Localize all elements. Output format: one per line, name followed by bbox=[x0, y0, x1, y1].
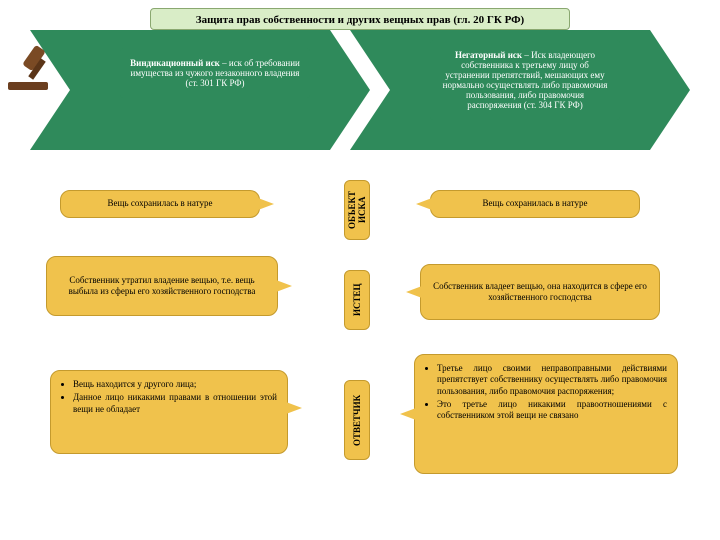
tag-plaintiff: ИСТЕЦ bbox=[344, 270, 370, 330]
bubble-plaintiff-left: Собственник утратил владение вещью, т.е.… bbox=[46, 256, 278, 316]
tail-obj-right bbox=[416, 198, 432, 210]
bubble-object-left: Вещь сохранилась в натуре bbox=[60, 190, 260, 218]
page-title: Защита прав собственности и других вещны… bbox=[150, 8, 570, 30]
list-item: Данное лицо никакими правами в отношении… bbox=[73, 392, 277, 415]
tail-pl-left bbox=[276, 280, 292, 292]
list-item: Третье лицо своими неправоправными дейст… bbox=[437, 363, 667, 397]
list-item: Это третье лицо никакими правоотношениям… bbox=[437, 399, 667, 422]
list-item: Вещь находится у другого лица; bbox=[73, 379, 277, 390]
bubble-object-right: Вещь сохранилась в натуре bbox=[430, 190, 640, 218]
claim-left-title: Виндикационный иск bbox=[130, 58, 220, 68]
tail-pl-right bbox=[406, 286, 422, 298]
tag-defendant: ОТВЕТЧИК bbox=[344, 380, 370, 460]
claim-left: Виндикационный иск – иск об требовании и… bbox=[120, 48, 310, 98]
bubble-defendant-right: Третье лицо своими неправоправными дейст… bbox=[414, 354, 678, 474]
claim-right: Негаторный иск – Иск владеющего собствен… bbox=[430, 40, 620, 120]
claim-right-title: Негаторный иск bbox=[455, 50, 522, 60]
bubble-defendant-left: Вещь находится у другого лица; Данное лиц… bbox=[50, 370, 288, 454]
tail-def-right bbox=[400, 408, 416, 420]
gavel-icon bbox=[4, 38, 64, 98]
tag-object: ОБЪЕКТ ИСКА bbox=[344, 180, 370, 240]
tail-def-left bbox=[286, 402, 302, 414]
bubble-plaintiff-right: Собственник владеет вещью, она находится… bbox=[420, 264, 660, 320]
tail-obj-left bbox=[258, 198, 274, 210]
